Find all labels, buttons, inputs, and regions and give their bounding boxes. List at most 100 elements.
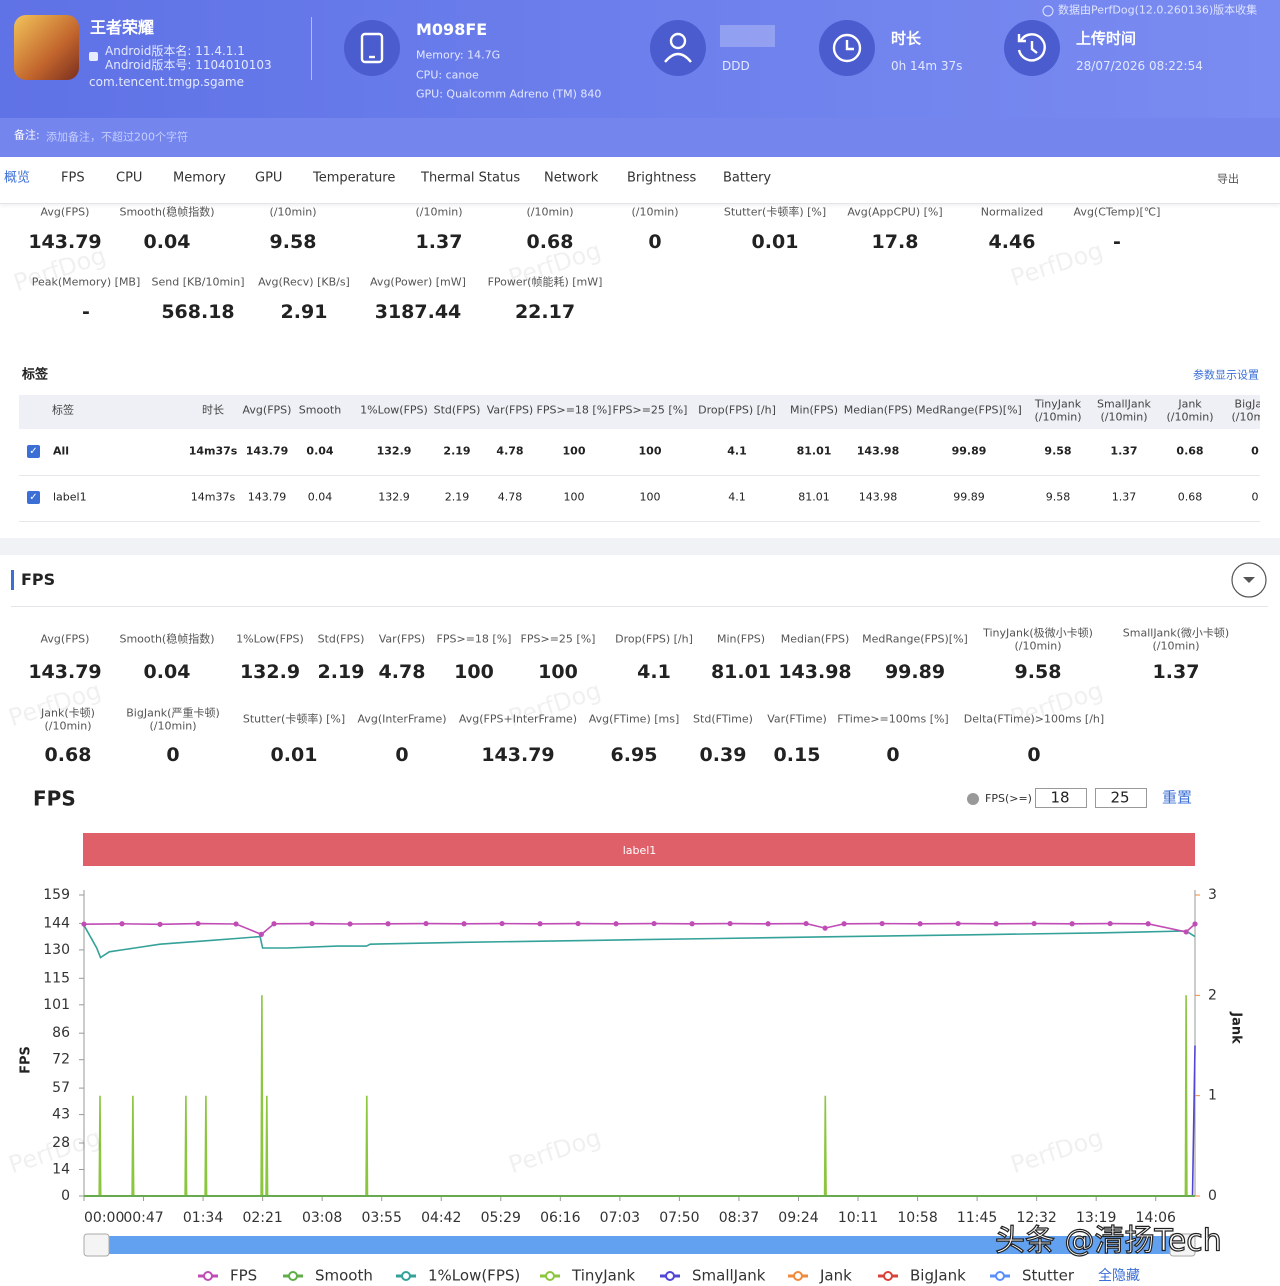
tab[interactable]: Battery <box>723 170 772 186</box>
tab[interactable]: GPU <box>255 170 283 186</box>
stat-value: 0 <box>1027 744 1041 767</box>
stat-value: 6.95 <box>610 744 658 767</box>
stat-label: (/10min) <box>415 205 463 219</box>
x-tick-label: 12:32 <box>1016 1210 1056 1226</box>
stat-label: Avg(FTime) [ms] <box>588 712 680 726</box>
reset-button[interactable]: 重置 <box>1162 789 1192 807</box>
export-button[interactable]: 导出 <box>1217 172 1239 186</box>
legend-swatch <box>793 1271 803 1281</box>
legend-swatch <box>203 1271 213 1281</box>
zoom-track <box>84 1236 1195 1254</box>
stat-label: FPS>=25 [%] <box>520 632 596 646</box>
threshold-input[interactable] <box>1095 788 1147 808</box>
stat-label: FPS>=18 [%] <box>436 632 512 646</box>
notes-label: 备注: <box>14 128 40 142</box>
stat-value: 0.15 <box>773 744 821 767</box>
table-cell: 14m37s <box>188 444 238 458</box>
legend-hide-all[interactable]: 全隐藏 <box>1098 1267 1140 1284</box>
tab[interactable]: 概览 <box>4 170 31 186</box>
x-tick-label: 07:03 <box>600 1210 640 1226</box>
table-cell: 143.79 <box>247 490 287 504</box>
point <box>157 921 163 927</box>
table-header: MedRange(FPS)[%] <box>916 403 1022 417</box>
notes-input[interactable]: 添加备注，不超过200个字符 <box>46 130 188 144</box>
point <box>955 920 961 927</box>
android-version-code: Android版本号: 1104010103 <box>105 58 272 73</box>
table-cell: 143.79 <box>245 444 289 458</box>
zoom-handle <box>1169 1233 1196 1257</box>
x-tick-label: 03:55 <box>362 1210 402 1226</box>
legend-label: Stutter <box>1022 1267 1075 1285</box>
stat-value: 0 <box>648 231 662 254</box>
table-settings[interactable]: 参数显示设置 <box>1193 368 1259 382</box>
threshold-value: 25 <box>1110 789 1129 807</box>
legend-swatch <box>288 1271 298 1281</box>
checkbox[interactable]: ✓ <box>27 491 40 504</box>
device-gpu: GPU: Qualcomm Adreno (TM) 840 <box>416 87 602 101</box>
table-header: Var(FPS) <box>486 403 534 417</box>
stat-value: 0 <box>395 744 409 767</box>
x-tick-label: 10:58 <box>897 1210 937 1226</box>
point <box>689 921 695 927</box>
legend-swatch <box>995 1271 1005 1281</box>
point <box>81 921 87 927</box>
y2-tick-label: 0 <box>1208 1188 1217 1204</box>
tab[interactable]: Network <box>544 170 599 186</box>
table-header: BigJank (/10min) <box>1231 397 1260 423</box>
stat-value: 4.1 <box>637 661 671 684</box>
point <box>765 921 771 927</box>
stat-label: Min(FPS) <box>716 632 766 646</box>
tab[interactable]: Memory <box>173 170 226 186</box>
point <box>271 921 277 927</box>
table-header: Smooth <box>298 403 342 417</box>
stat-label: Avg(FPS) <box>40 632 90 646</box>
y-axis-title: FPS <box>19 1046 34 1074</box>
table-cell: 9.58 <box>1045 490 1071 504</box>
header-icons <box>89 5 1060 76</box>
table-cell: 2.19 <box>443 444 471 458</box>
user-name: DDD <box>722 59 750 74</box>
x-tick-label: 07:50 <box>659 1210 699 1226</box>
table-cell: 14m37s <box>190 490 236 504</box>
label-band <box>83 833 1195 866</box>
section-divider <box>11 606 1268 607</box>
stat-label: Stutter(卡顿率) [%] <box>242 712 346 726</box>
x-tick-label: 01:34 <box>183 1210 223 1226</box>
watermark-overlay: 头条 @清扬Tech <box>995 1224 1222 1259</box>
stat-value: 0.68 <box>44 744 92 767</box>
point <box>233 921 239 927</box>
table-header: Median(FPS) <box>843 403 913 417</box>
duration: 0h 14m 37s <box>891 59 963 74</box>
section-gap <box>0 538 1280 555</box>
checkbox[interactable]: ✓ <box>27 445 40 458</box>
table-cell: 4.1 <box>728 490 746 504</box>
x-tick-label: 05:29 <box>481 1210 521 1226</box>
point <box>1107 920 1113 927</box>
tab[interactable]: FPS <box>61 170 85 186</box>
threshold-input[interactable] <box>1035 788 1087 808</box>
row-divider <box>19 475 1260 476</box>
table-cell: label1 <box>53 490 87 504</box>
y-tick-label: 86 <box>52 1025 70 1041</box>
y2-axis-title: Jank <box>1229 1011 1244 1044</box>
duration-label: 时长 <box>891 29 922 48</box>
tab[interactable]: Thermal Status <box>421 170 521 186</box>
table-cell: 99.89 <box>951 444 987 458</box>
table-header: Std(FPS) <box>433 403 481 417</box>
legend-label: BigJank <box>910 1267 966 1285</box>
table-cell: 4.1 <box>727 444 747 458</box>
x-tick-label: 14:06 <box>1136 1210 1176 1226</box>
x-tick-label: 09:24 <box>778 1210 818 1226</box>
label-band-text: label1 <box>623 844 657 857</box>
table-cell: 4.78 <box>497 490 523 504</box>
tab[interactable]: Brightness <box>627 170 697 186</box>
tab[interactable]: Temperature <box>313 170 396 186</box>
x-tick-label: 13:19 <box>1076 1210 1116 1226</box>
stat-label: FPower(帧能耗) [mW] <box>487 275 603 289</box>
stat-label: Peak(Memory) [MB] <box>31 275 141 289</box>
table-cell: 0 <box>1251 444 1259 458</box>
tab[interactable]: CPU <box>116 170 143 186</box>
legend-label: Jank <box>819 1267 852 1285</box>
notes-bar[interactable] <box>0 118 1280 157</box>
stat-label: FTime>=100ms [%] <box>837 712 949 726</box>
